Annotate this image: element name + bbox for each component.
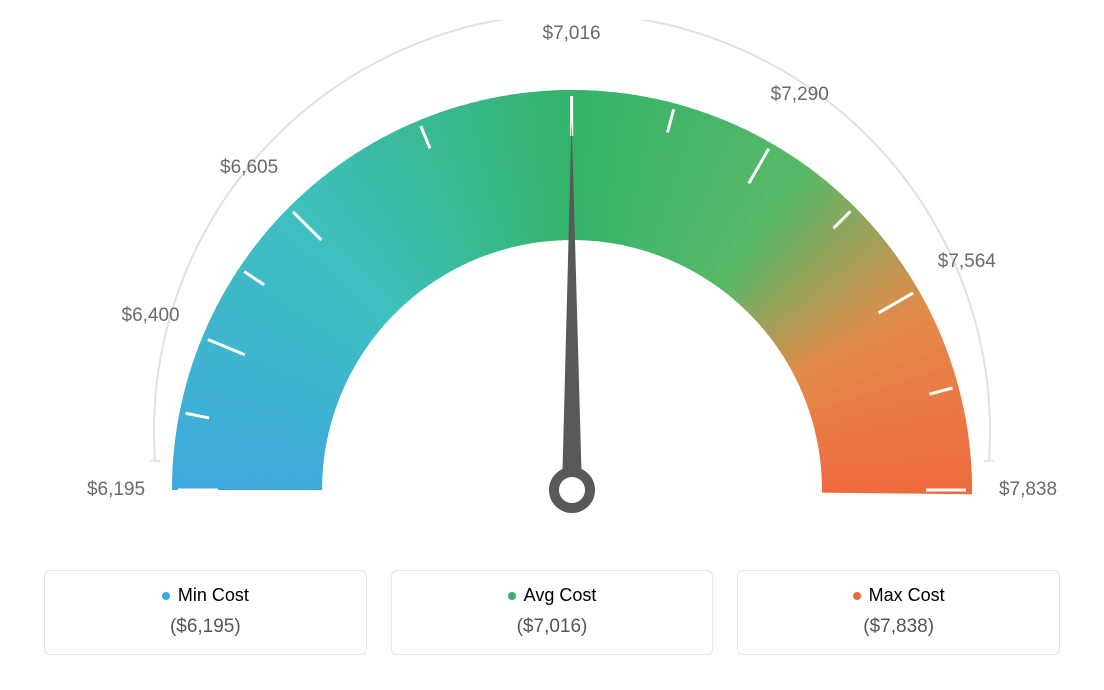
gauge-tick-label: $7,016 — [543, 23, 601, 44]
gauge-tick-label: $7,838 — [999, 479, 1057, 500]
avg-cost-dot — [508, 592, 516, 600]
min-cost-title: Min Cost — [162, 585, 249, 606]
max-cost-label: Max Cost — [869, 585, 945, 606]
cost-legend-row: Min Cost ($6,195) Avg Cost ($7,016) Max … — [20, 570, 1084, 655]
gauge-needle-hub — [554, 472, 590, 508]
gauge-tick-label: $7,564 — [938, 251, 997, 272]
min-cost-label: Min Cost — [178, 585, 249, 606]
avg-cost-label: Avg Cost — [524, 585, 597, 606]
max-cost-card: Max Cost ($7,838) — [737, 570, 1060, 655]
max-cost-title: Max Cost — [853, 585, 945, 606]
gauge-tick-label: $7,290 — [771, 84, 829, 105]
max-cost-value: ($7,838) — [748, 616, 1049, 638]
min-cost-value: ($6,195) — [55, 616, 356, 638]
gauge-tick-label: $6,195 — [87, 479, 145, 500]
max-cost-dot — [853, 592, 861, 600]
min-cost-dot — [162, 592, 170, 600]
avg-cost-card: Avg Cost ($7,016) — [391, 570, 714, 655]
gauge-tick-label: $6,400 — [122, 305, 180, 326]
gauge-svg: $6,195 $6,400 $6,605 $7,016 $7,290 $7,564 $7,8… — [20, 20, 1104, 560]
min-cost-card: Min Cost ($6,195) — [44, 570, 367, 655]
gauge-chart: $6,195 $6,400 $6,605 $7,016 $7,290 $7,564 $7,8… — [20, 20, 1084, 560]
avg-cost-title: Avg Cost — [508, 585, 597, 606]
avg-cost-value: ($7,016) — [402, 616, 703, 638]
gauge-tick-label: $6,605 — [220, 157, 278, 178]
